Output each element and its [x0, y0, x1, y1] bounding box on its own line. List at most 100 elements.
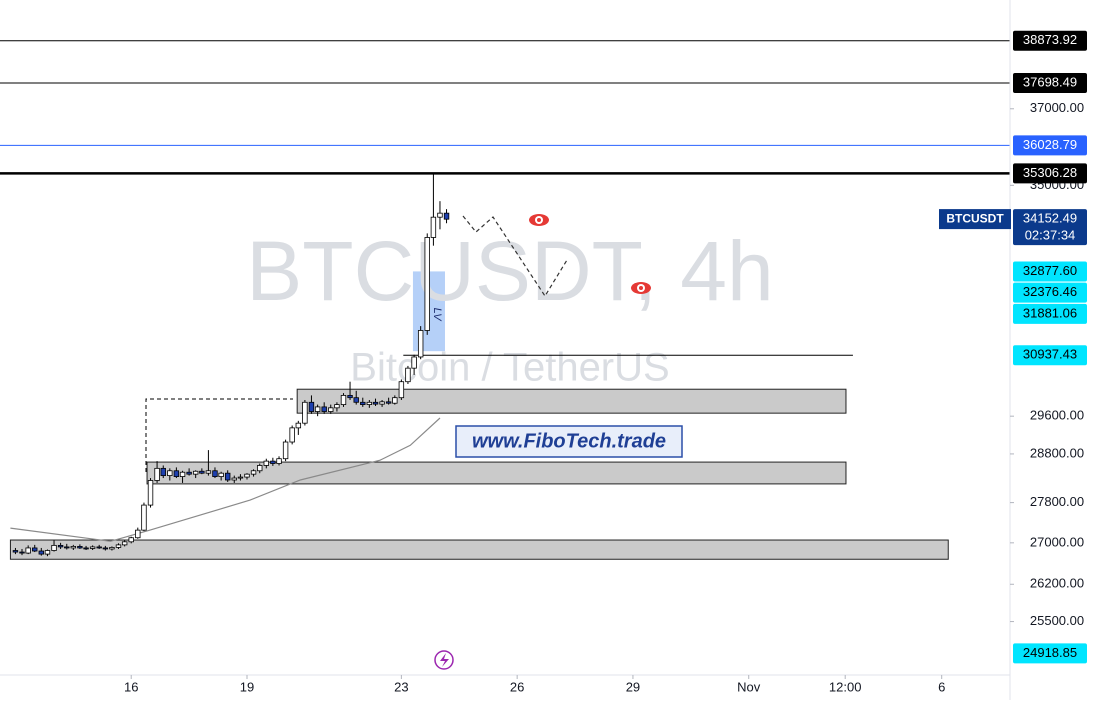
moving-average-line	[10, 417, 441, 542]
y-tick-label: 29600.00	[1030, 408, 1084, 423]
x-tick-label: 6	[938, 679, 945, 694]
candle-body	[347, 394, 353, 399]
candle-body	[25, 547, 31, 554]
candle-body	[141, 504, 147, 531]
liquidity-label: LV	[431, 308, 443, 323]
candle-body	[128, 537, 134, 543]
candles	[12, 173, 450, 557]
x-tick-label: 16	[124, 679, 138, 694]
moving-average	[10, 417, 441, 542]
candle-body	[366, 401, 373, 405]
y-tick-label: 28800.00	[1030, 445, 1084, 460]
candle-body	[199, 470, 205, 474]
y-tick-label: 26200.00	[1030, 576, 1084, 591]
symbol-label: BTCUSDT	[946, 211, 1004, 225]
candle-body	[417, 330, 424, 358]
price-level-label: 35306.28	[1023, 165, 1077, 180]
candle-body	[167, 470, 173, 477]
candle-body	[96, 546, 102, 549]
candle-body	[257, 465, 263, 472]
candle-body	[19, 551, 25, 554]
candle-body	[244, 473, 250, 478]
candle-body	[109, 547, 115, 550]
candle-body	[308, 401, 315, 412]
last-price-label: 34152.49	[1023, 211, 1077, 226]
candle-body	[289, 427, 295, 443]
candle-body	[379, 401, 385, 405]
price-level-tag	[1013, 345, 1087, 366]
candle-body	[186, 471, 192, 475]
symbol-tag	[939, 209, 1011, 230]
price-level-tag	[1013, 30, 1087, 51]
price-level-tag	[1013, 73, 1087, 94]
price-level-tag	[1013, 163, 1087, 184]
candle-body	[263, 460, 269, 466]
candle-body	[276, 458, 282, 464]
candle-body	[135, 529, 141, 539]
candle-body	[225, 472, 231, 481]
axes: 37000.0035000.0029600.0028800.0027800.00…	[124, 30, 1087, 694]
candle-body	[192, 470, 199, 475]
candle-body	[64, 546, 70, 549]
candle-body	[160, 467, 166, 477]
candle-body	[83, 547, 89, 550]
y-tick-label: 27000.00	[1030, 534, 1084, 549]
x-tick-label: 29	[626, 679, 640, 694]
candle-body	[282, 441, 289, 460]
candle-body	[353, 397, 359, 403]
candle-body	[437, 212, 443, 218]
candle-body	[147, 480, 154, 506]
candle-body	[360, 401, 366, 405]
candle-body	[115, 544, 122, 548]
x-tick-label: Nov	[737, 679, 761, 694]
candle-body	[44, 550, 51, 555]
price-level-label: 31881.06	[1023, 305, 1077, 320]
x-tick-label: 12:00	[829, 679, 862, 694]
zone	[296, 388, 847, 414]
price-level-label: 37698.49	[1023, 74, 1077, 89]
price-level-tag	[1013, 135, 1087, 156]
lightning-icon[interactable]	[434, 650, 454, 670]
candle-body	[51, 544, 57, 551]
candle-body	[443, 212, 450, 220]
price-level-label: 32376.46	[1023, 284, 1077, 299]
price-level-tag	[1013, 643, 1087, 664]
candle-body	[424, 237, 430, 331]
price-level-label: 36028.79	[1023, 137, 1077, 152]
projection-path	[462, 215, 568, 298]
price-level-label: 38873.92	[1023, 32, 1077, 47]
candle-body	[179, 471, 186, 477]
candle-body	[231, 477, 237, 481]
price-level-tag	[1013, 261, 1087, 282]
candle-body	[398, 381, 405, 399]
y-tick-label: 37000.00	[1030, 100, 1084, 115]
price-level-label: 30937.43	[1023, 347, 1077, 362]
candle-body	[89, 546, 96, 549]
zone	[146, 461, 847, 485]
candle-body	[237, 476, 244, 479]
price-level-tag	[1013, 282, 1087, 303]
candle-body	[218, 472, 224, 477]
candle-body	[77, 546, 83, 549]
countdown: 02:37:34	[1025, 228, 1076, 243]
candle-body	[321, 406, 327, 412]
watermark: BTCUSDT, 4h	[246, 224, 773, 318]
candle-body	[340, 394, 347, 405]
candle-body	[430, 216, 437, 238]
candle-body	[173, 470, 180, 477]
eye-icon	[631, 282, 651, 294]
candle-body	[392, 397, 398, 404]
annotation-box	[455, 425, 683, 458]
x-tick-label: 19	[240, 679, 254, 694]
x-tick-label: 26	[510, 679, 524, 694]
candle-body	[212, 470, 218, 477]
last-price-tag	[1013, 209, 1087, 246]
price-level-label: 32877.60	[1023, 263, 1077, 278]
price-level-tag	[1013, 303, 1087, 324]
candle-body	[57, 544, 64, 548]
candle-body	[205, 470, 212, 474]
candle-body	[154, 467, 160, 481]
zone	[9, 539, 949, 560]
candle-body	[295, 422, 302, 429]
